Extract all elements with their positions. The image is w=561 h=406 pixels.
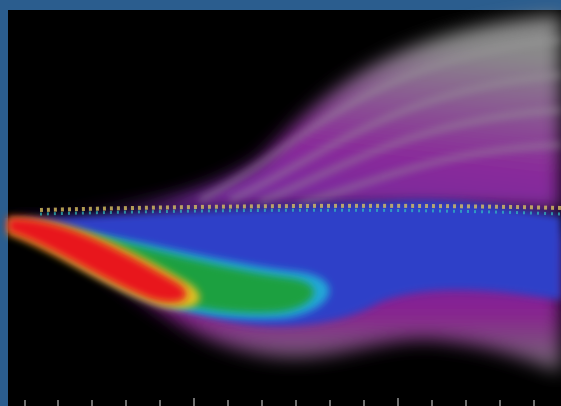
page: [0, 0, 561, 406]
visualization: [0, 0, 561, 406]
